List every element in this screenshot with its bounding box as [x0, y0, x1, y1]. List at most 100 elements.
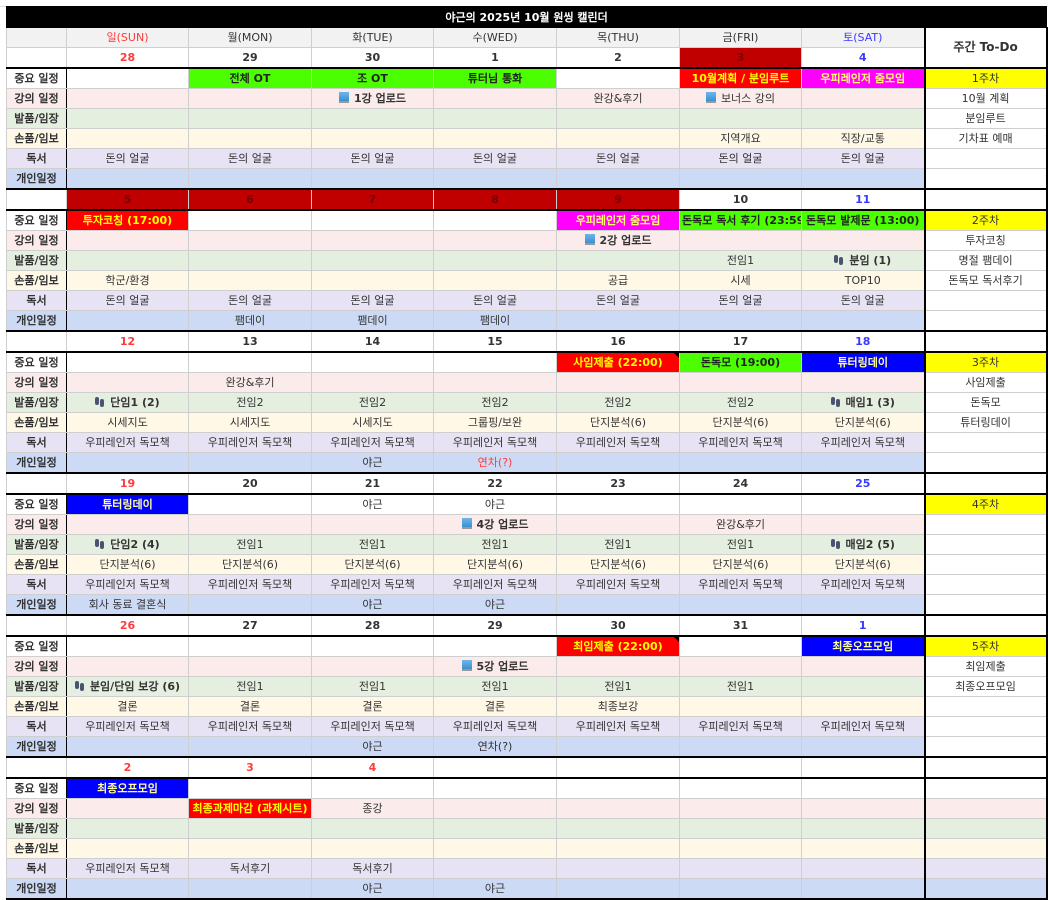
reading-cell[interactable]: 돈의 얼굴 — [188, 290, 312, 311]
reading-cell[interactable]: 돈의 얼굴 — [679, 290, 802, 311]
field-trip-cell[interactable]: 전임1 — [679, 534, 802, 555]
important-cell[interactable]: 우피레인저 줌모임 — [556, 209, 680, 231]
important-cell[interactable] — [66, 635, 189, 657]
field-trip-cell[interactable] — [311, 108, 434, 129]
lecture-cell[interactable]: 완강&후기 — [556, 88, 680, 109]
important-cell[interactable]: 튜터님 통화 — [433, 67, 557, 89]
lecture-cell[interactable] — [66, 230, 189, 251]
desk-research-cell[interactable]: 공급 — [556, 270, 680, 291]
desk-research-cell[interactable]: 최종보강 — [556, 696, 680, 717]
important-cell[interactable]: 전체 OT — [188, 67, 312, 89]
date-cell[interactable]: 21 — [311, 472, 434, 495]
desk-research-cell[interactable]: 시세지도 — [311, 412, 434, 433]
field-trip-cell[interactable]: 단임1 (2) — [66, 392, 189, 413]
important-cell[interactable] — [679, 777, 802, 799]
reading-cell[interactable]: 우피레인저 독모책 — [311, 574, 434, 595]
date-cell[interactable] — [801, 756, 925, 779]
personal-cell[interactable] — [66, 452, 189, 474]
personal-cell[interactable] — [556, 452, 680, 474]
lecture-cell[interactable] — [556, 514, 680, 535]
important-cell[interactable]: 튜터링데이 — [801, 351, 925, 373]
lecture-cell[interactable] — [188, 514, 312, 535]
desk-research-cell[interactable] — [311, 270, 434, 291]
important-cell[interactable]: 10월계획 / 분임루트 — [679, 67, 802, 89]
field-trip-cell[interactable]: 전임1 — [556, 534, 680, 555]
date-cell[interactable]: 2 — [556, 47, 680, 69]
important-cell[interactable]: 우피레인저 줌모임 — [801, 67, 925, 89]
desk-research-cell[interactable]: 단지분석(6) — [311, 554, 434, 575]
date-cell[interactable]: 23 — [556, 472, 680, 495]
personal-cell[interactable] — [801, 310, 925, 332]
desk-research-cell[interactable] — [66, 838, 189, 859]
personal-cell[interactable] — [679, 452, 802, 474]
reading-cell[interactable]: 돈의 얼굴 — [311, 148, 434, 169]
field-trip-cell[interactable] — [801, 108, 925, 129]
personal-cell[interactable]: 야근 — [311, 736, 434, 758]
reading-cell[interactable]: 우피레인저 독모책 — [66, 432, 189, 453]
reading-cell[interactable]: 돈의 얼굴 — [66, 148, 189, 169]
date-cell[interactable] — [679, 756, 802, 779]
reading-cell[interactable]: 우피레인저 독모책 — [311, 432, 434, 453]
important-cell[interactable] — [311, 777, 434, 799]
lecture-cell[interactable] — [66, 514, 189, 535]
reading-cell[interactable]: 돈의 얼굴 — [801, 148, 925, 169]
reading-cell[interactable]: 돈의 얼굴 — [679, 148, 802, 169]
field-trip-cell[interactable] — [433, 250, 557, 271]
desk-research-cell[interactable] — [311, 838, 434, 859]
lecture-cell[interactable] — [801, 514, 925, 535]
field-trip-cell[interactable] — [801, 676, 925, 697]
personal-cell[interactable] — [433, 168, 557, 190]
important-cell[interactable] — [433, 635, 557, 657]
date-cell[interactable]: 30 — [556, 614, 680, 637]
desk-research-cell[interactable] — [801, 838, 925, 859]
important-cell[interactable] — [311, 209, 434, 231]
date-cell[interactable]: 24 — [679, 472, 802, 495]
reading-cell[interactable]: 돈의 얼굴 — [311, 290, 434, 311]
important-cell[interactable]: 사임제출 (22:00) — [556, 351, 680, 373]
reading-cell[interactable] — [556, 858, 680, 879]
lecture-cell[interactable] — [556, 798, 680, 819]
personal-cell[interactable]: 회사 동료 결혼식 — [66, 594, 189, 616]
important-cell[interactable]: 돈독모 (19:00) — [679, 351, 802, 373]
date-cell[interactable]: 4 — [311, 756, 434, 779]
desk-research-cell[interactable]: 학군/환경 — [66, 270, 189, 291]
important-cell[interactable]: 최종오프모임 — [801, 635, 925, 657]
reading-cell[interactable] — [679, 858, 802, 879]
personal-cell[interactable] — [679, 310, 802, 332]
field-trip-cell[interactable]: 전임2 — [188, 392, 312, 413]
field-trip-cell[interactable]: 매임2 (5) — [801, 534, 925, 555]
reading-cell[interactable]: 돈의 얼굴 — [556, 148, 680, 169]
desk-research-cell[interactable]: 단지분석(6) — [679, 412, 802, 433]
field-trip-cell[interactable] — [188, 818, 312, 839]
field-trip-cell[interactable]: 분임 (1) — [801, 250, 925, 271]
personal-cell[interactable] — [188, 878, 312, 900]
date-cell[interactable]: 18 — [801, 330, 925, 353]
field-trip-cell[interactable]: 전임1 — [311, 676, 434, 697]
reading-cell[interactable]: 독서후기 — [188, 858, 312, 879]
lecture-cell[interactable] — [801, 88, 925, 109]
lecture-cell[interactable]: 5강 업로드 — [433, 656, 557, 677]
date-cell[interactable] — [433, 756, 557, 779]
desk-research-cell[interactable] — [556, 128, 680, 149]
desk-research-cell[interactable] — [188, 838, 312, 859]
date-cell[interactable]: 28 — [66, 47, 189, 69]
important-cell[interactable] — [188, 351, 312, 373]
personal-cell[interactable] — [801, 736, 925, 758]
personal-cell[interactable] — [556, 878, 680, 900]
field-trip-cell[interactable]: 전임1 — [311, 534, 434, 555]
lecture-cell[interactable] — [188, 230, 312, 251]
desk-research-cell[interactable]: 단지분석(6) — [188, 554, 312, 575]
reading-cell[interactable]: 우피레인저 독모책 — [188, 432, 312, 453]
lecture-cell[interactable] — [556, 656, 680, 677]
reading-cell[interactable]: 우피레인저 독모책 — [188, 716, 312, 737]
lecture-cell[interactable]: 2강 업로드 — [556, 230, 680, 251]
personal-cell[interactable]: 야근 — [311, 452, 434, 474]
desk-research-cell[interactable] — [679, 838, 802, 859]
desk-research-cell[interactable]: TOP10 — [801, 270, 925, 291]
lecture-cell[interactable] — [801, 230, 925, 251]
date-cell[interactable]: 4 — [801, 47, 925, 69]
important-cell[interactable] — [188, 777, 312, 799]
personal-cell[interactable] — [66, 878, 189, 900]
lecture-cell[interactable] — [311, 514, 434, 535]
lecture-cell[interactable] — [66, 372, 189, 393]
